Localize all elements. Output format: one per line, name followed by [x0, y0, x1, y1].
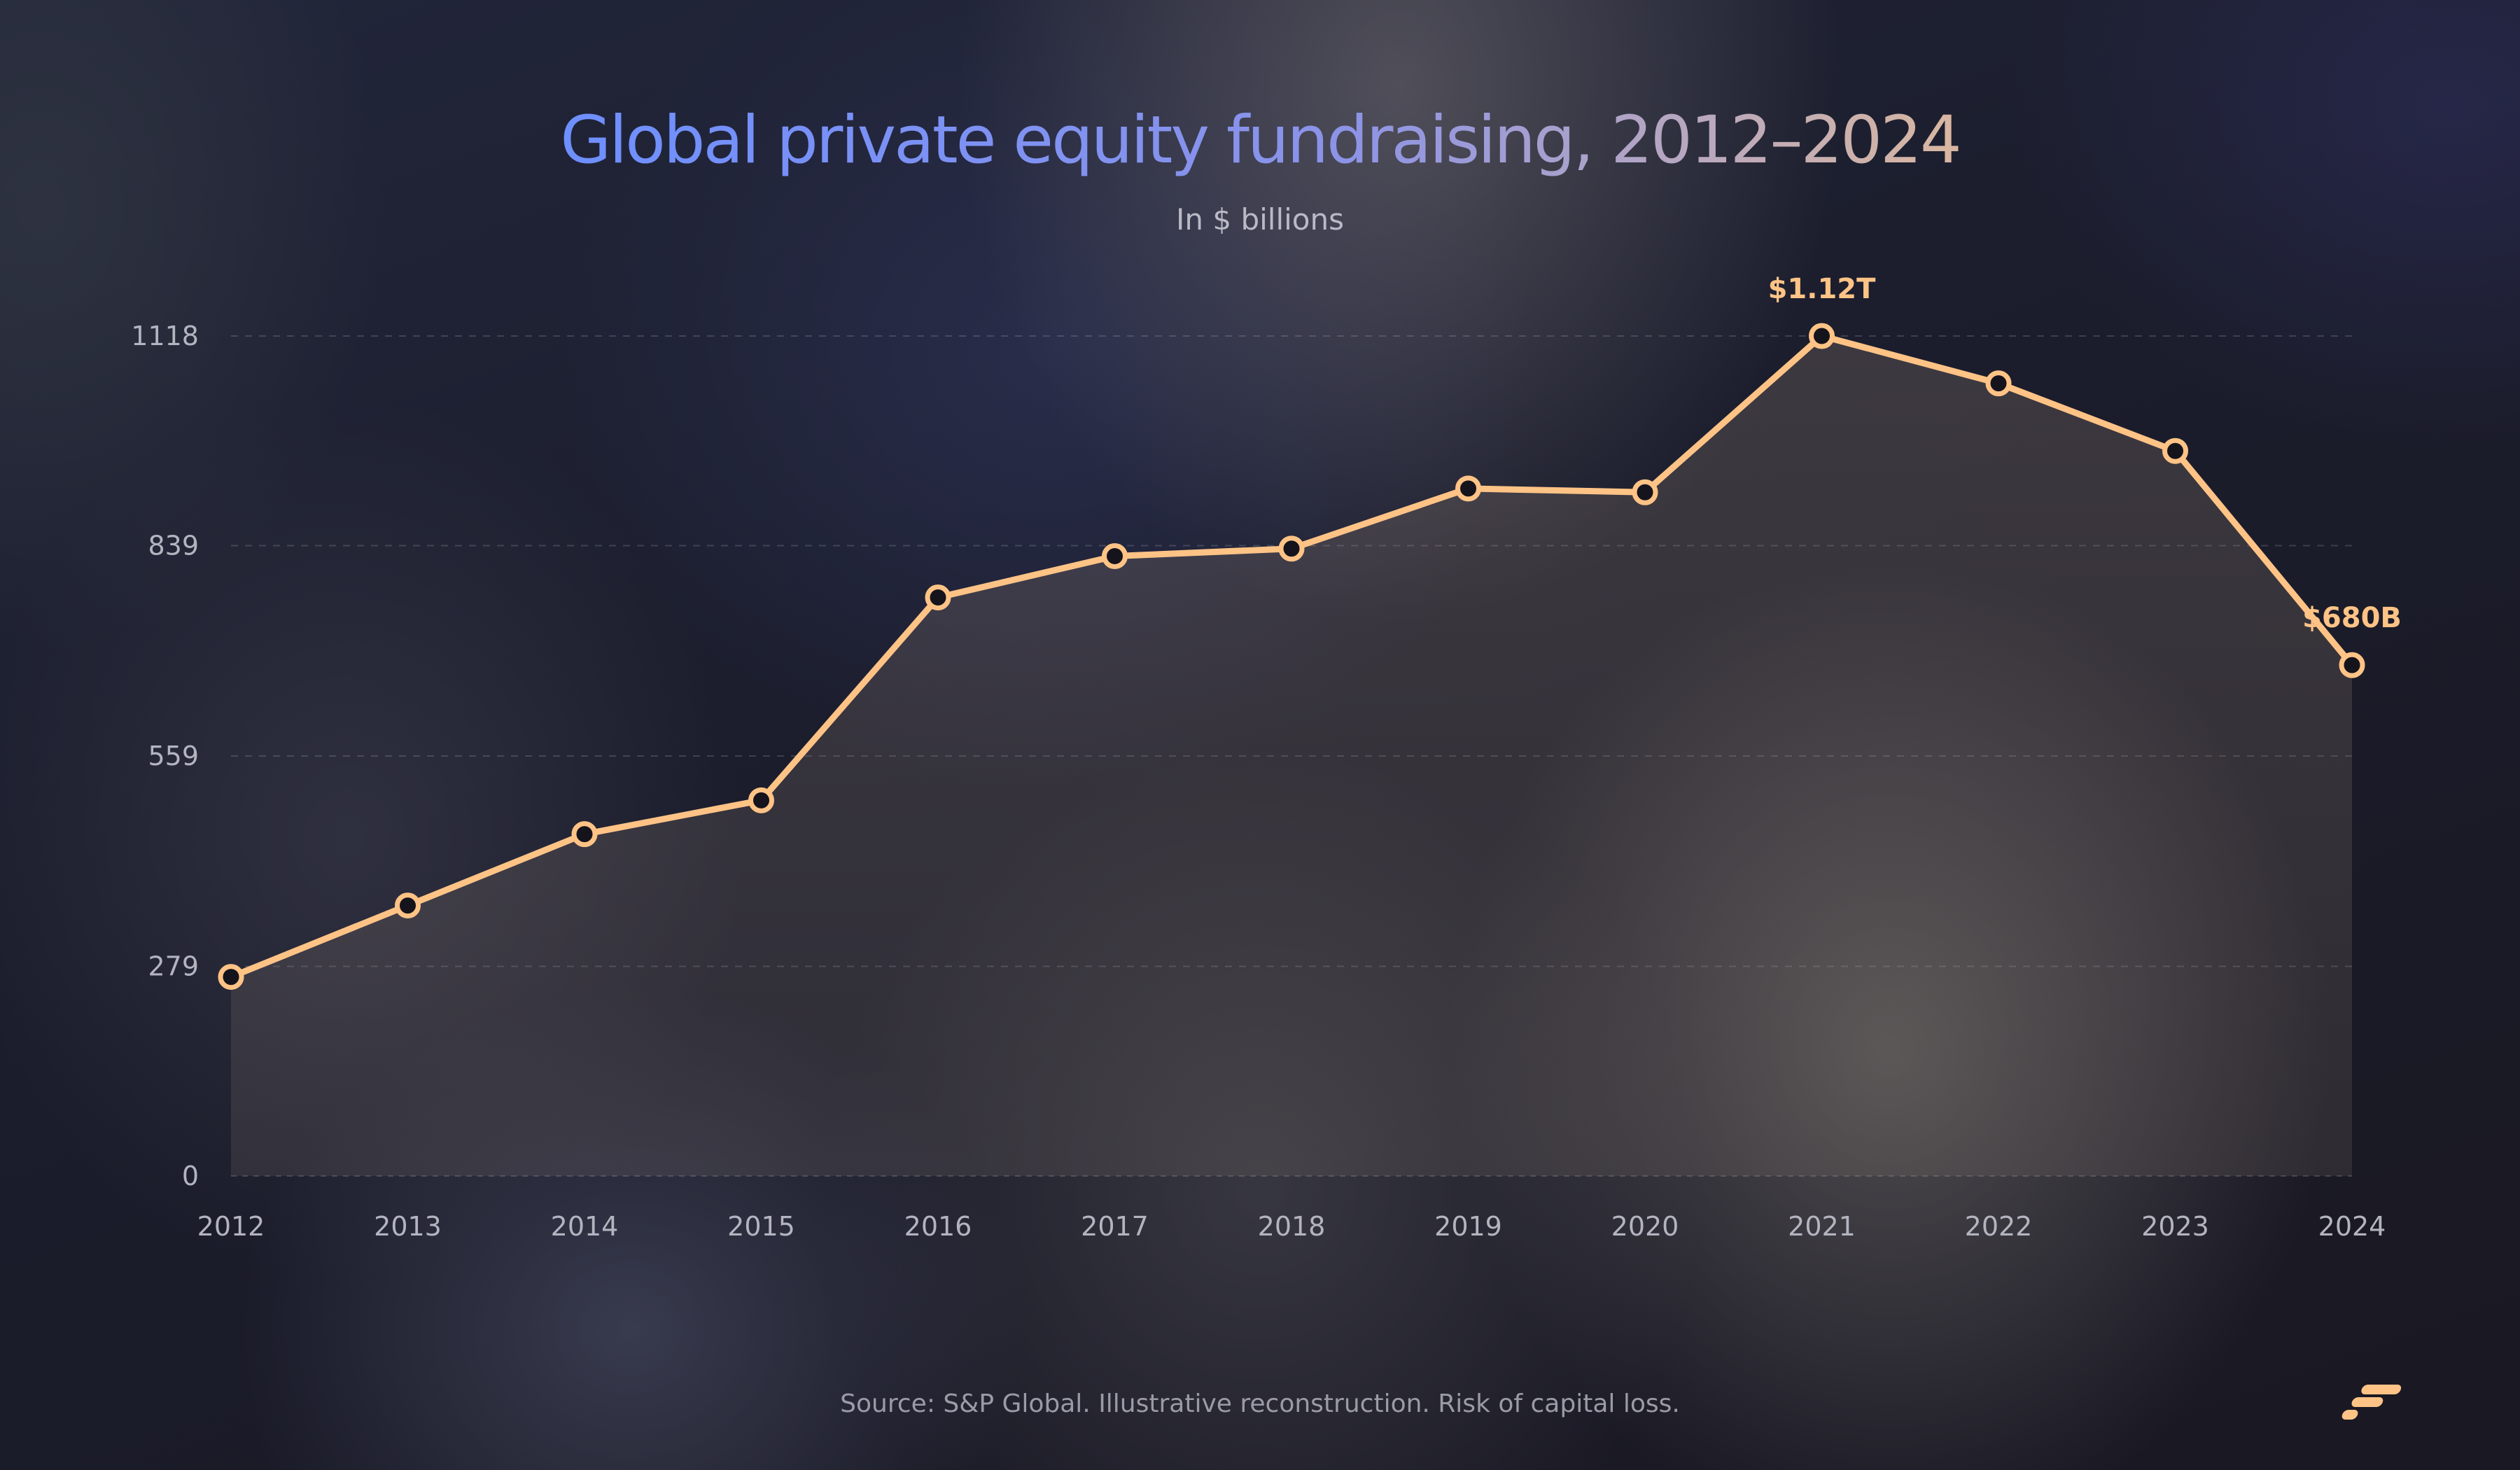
- x-tick-label: 2013: [374, 1211, 442, 1242]
- data-point: [218, 964, 244, 990]
- data-point: [1455, 475, 1481, 502]
- x-tick-label: 2019: [1434, 1211, 1502, 1242]
- y-tick-label: 1118: [131, 321, 199, 351]
- x-tick-label: 2018: [1258, 1211, 1326, 1242]
- chart-subtitle: In $ billions: [1176, 202, 1344, 237]
- y-tick-label: 839: [148, 530, 199, 561]
- callouts: $1.12T $680B: [1768, 273, 2402, 634]
- brand-logo-icon: [2342, 1385, 2402, 1420]
- chart-title: Global private equity fundraising, 2012–…: [560, 102, 1959, 178]
- x-tick-label: 2020: [1611, 1211, 1679, 1242]
- data-point: [571, 821, 598, 848]
- data-point: [395, 892, 421, 919]
- x-tick-label: 2015: [727, 1211, 795, 1242]
- data-point: [1809, 323, 1835, 349]
- x-tick-label: 2024: [2318, 1211, 2386, 1242]
- y-tick-label: 559: [148, 741, 199, 771]
- y-tick-label: 279: [148, 951, 199, 982]
- data-point: [2162, 438, 2188, 464]
- x-tick-label: 2022: [1965, 1211, 2033, 1242]
- data-point: [925, 584, 951, 611]
- x-axis-ticks: 2012 2013 2014 2015 2016 2017 2018 2019 2020 2021…: [197, 1211, 2386, 1242]
- x-tick-label: 2016: [904, 1211, 972, 1242]
- x-tick-label: 2021: [1788, 1211, 1856, 1242]
- x-tick-label: 2014: [551, 1211, 619, 1242]
- data-points: [218, 323, 2365, 990]
- area-fill: [231, 336, 2352, 1176]
- data-point: [1985, 370, 2012, 397]
- data-point: [1278, 536, 1305, 562]
- area-fill-path: [231, 336, 2352, 1176]
- data-point: [748, 787, 774, 813]
- x-tick-label: 2012: [197, 1211, 265, 1242]
- y-axis-ticks: 0 279 559 839 1118: [131, 321, 199, 1191]
- x-tick-label: 2023: [2141, 1211, 2209, 1242]
- data-label: $1.12T: [1768, 273, 1877, 305]
- source-note: Source: S&P Global. Illustrative reconst…: [840, 1390, 1680, 1418]
- x-tick-label: 2017: [1081, 1211, 1149, 1242]
- data-point: [1632, 479, 1658, 505]
- y-tick-label: 0: [182, 1161, 199, 1191]
- data-label: $680B: [2302, 602, 2402, 634]
- data-point: [2339, 652, 2365, 678]
- data-point: [1102, 542, 1128, 569]
